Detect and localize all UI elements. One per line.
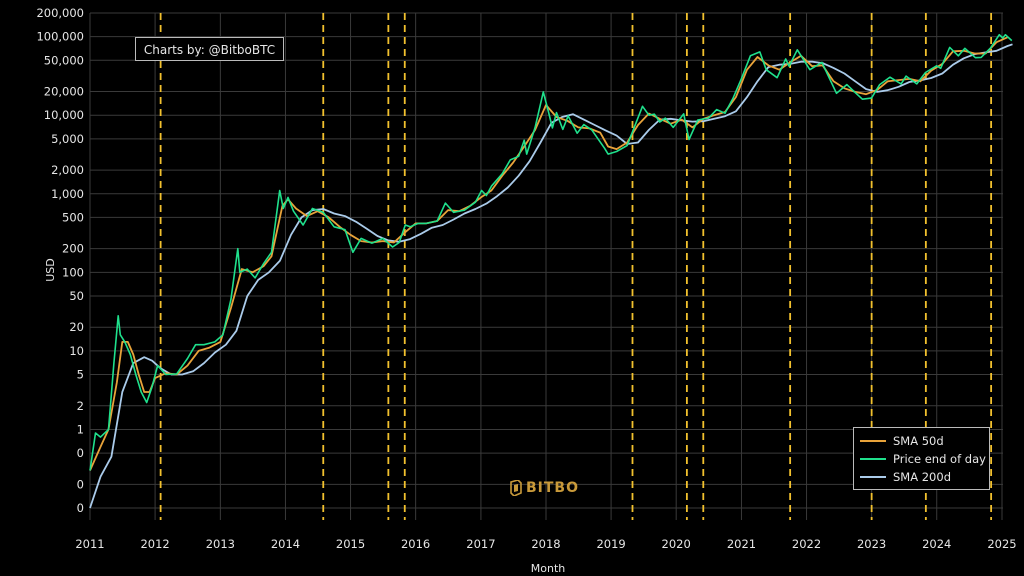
- y-tick-label: 2: [77, 399, 84, 413]
- x-tick-label: 2012: [140, 537, 169, 551]
- x-tick-label: 2021: [727, 537, 756, 551]
- legend-swatch-sma-200d: [860, 476, 886, 478]
- x-tick-label: 2020: [662, 537, 691, 551]
- x-tick-label: 2018: [531, 537, 560, 551]
- y-axis-ticks: 200,000 100,000 50,000 20,000 10,000 5,000 2,0…: [36, 6, 84, 515]
- y-tick-label: 200: [62, 242, 84, 256]
- chart-credit: Charts by: @BitboBTC: [135, 37, 284, 61]
- legend-swatch-sma-50d: [860, 440, 886, 442]
- y-axis-title: USD: [44, 258, 57, 282]
- x-axis-ticks: 2011 2012 2013 2014 2015 2016 2017 2018 2019 2020…: [75, 537, 1016, 551]
- chart-legend: SMA 50d Price end of day SMA 200d: [853, 427, 990, 490]
- series-layer: [89, 33, 1013, 509]
- y-tick-label: 10: [69, 344, 84, 358]
- legend-label-sma-50d: SMA 50d: [893, 434, 944, 448]
- legend-label-price: Price end of day: [893, 452, 986, 466]
- x-tick-label: 2019: [596, 537, 625, 551]
- series-line-price-end-of-day: [89, 33, 1013, 471]
- grid-layer: [89, 12, 1003, 520]
- legend-swatch-price: [860, 458, 886, 460]
- y-tick-label: 10,000: [44, 108, 84, 122]
- x-tick-label: 2015: [336, 537, 365, 551]
- x-tick-label: 2014: [271, 537, 300, 551]
- x-tick-label: 2011: [75, 537, 104, 551]
- y-tick-label: 0: [77, 446, 84, 460]
- y-tick-label: 500: [62, 210, 84, 224]
- legend-item-sma-50d[interactable]: SMA 50d: [860, 432, 983, 450]
- y-tick-label: 5,000: [51, 132, 84, 146]
- y-tick-label: 20: [69, 320, 84, 334]
- y-tick-label: 0: [77, 477, 84, 491]
- watermark-text: BITBO: [526, 480, 580, 496]
- series-line-sma-50d: [89, 36, 1008, 471]
- x-tick-label: 2023: [857, 537, 886, 551]
- legend-item-sma-200d[interactable]: SMA 200d: [860, 468, 983, 486]
- x-tick-label: 2024: [922, 537, 951, 551]
- y-tick-label: 2,000: [51, 163, 84, 177]
- x-tick-label: 2025: [987, 537, 1016, 551]
- y-tick-label: 50,000: [44, 53, 84, 67]
- y-tick-label: 1: [77, 422, 84, 436]
- y-tick-label: 20,000: [44, 85, 84, 99]
- y-tick-label: 200,000: [36, 6, 84, 20]
- bitbo-watermark: BITBO: [510, 480, 579, 496]
- x-tick-label: 2016: [401, 537, 430, 551]
- y-tick-label: 100: [62, 265, 84, 279]
- x-tick-label: 2022: [792, 537, 821, 551]
- y-tick-label: 0: [77, 501, 84, 515]
- y-tick-label: 5: [77, 368, 84, 382]
- x-tick-label: 2017: [466, 537, 495, 551]
- y-tick-label: 1,000: [51, 187, 84, 201]
- x-axis-title: Month: [531, 562, 566, 575]
- y-tick-label: 100,000: [36, 30, 84, 44]
- legend-item-price[interactable]: Price end of day: [860, 450, 986, 468]
- bitbo-logo-icon: [510, 480, 522, 496]
- y-tick-label: 50: [69, 289, 84, 303]
- x-tick-label: 2013: [206, 537, 235, 551]
- legend-label-sma-200d: SMA 200d: [893, 470, 951, 484]
